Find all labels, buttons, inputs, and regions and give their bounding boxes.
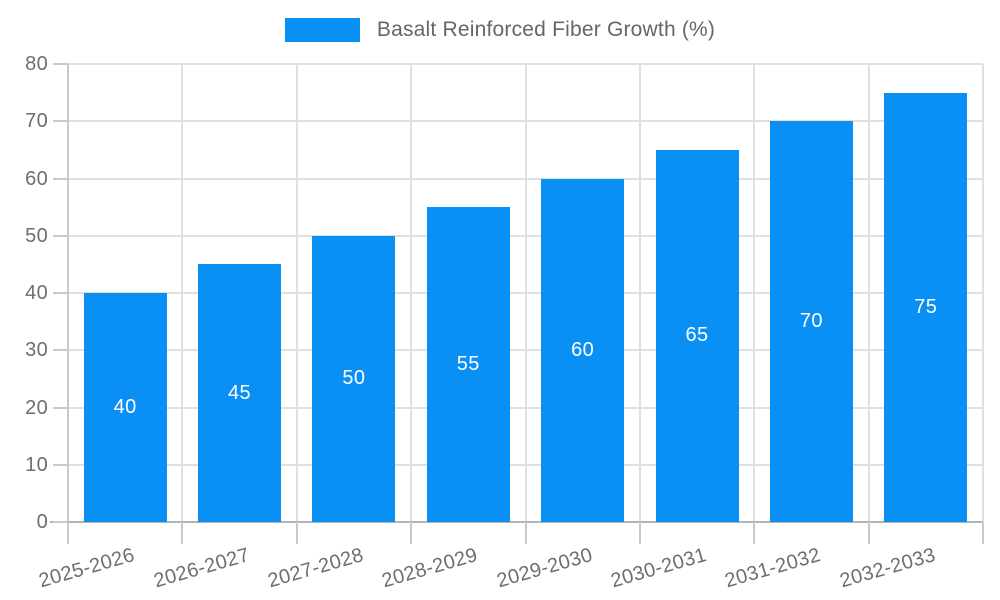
x-axis-line bbox=[50, 521, 983, 523]
y-axis-tick-label: 80 bbox=[25, 53, 48, 75]
y-axis-tick-label: 50 bbox=[25, 224, 48, 247]
gridline-vertical bbox=[181, 64, 184, 522]
x-axis-tick bbox=[753, 522, 756, 544]
y-axis-tick bbox=[53, 234, 68, 237]
bar[interactable]: 65 bbox=[655, 149, 739, 522]
y-axis-tick bbox=[53, 292, 68, 294]
bar[interactable]: 75 bbox=[884, 92, 968, 522]
x-axis-tick bbox=[67, 522, 69, 544]
y-axis-tick-label: 20 bbox=[25, 396, 48, 419]
y-axis-tick bbox=[53, 120, 68, 123]
y-axis-tick-label: 30 bbox=[25, 339, 48, 362]
y-axis-tick bbox=[53, 406, 68, 409]
y-axis-tick-label: 0 bbox=[36, 511, 48, 533]
x-axis-tick bbox=[867, 522, 870, 544]
y-axis-tick bbox=[53, 349, 68, 352]
bar-value-label: 50 bbox=[342, 367, 366, 390]
gridline-vertical bbox=[295, 64, 298, 522]
x-axis-tick bbox=[982, 522, 984, 544]
x-axis-tick bbox=[181, 522, 184, 544]
bar-value-label: 45 bbox=[227, 381, 252, 404]
gridline-vertical bbox=[753, 64, 756, 522]
bar-value-label: 55 bbox=[456, 353, 480, 376]
x-axis-tick bbox=[524, 522, 527, 544]
gridline-vertical bbox=[524, 64, 527, 522]
legend-label: Basalt Reinforced Fiber Growth (%) bbox=[376, 18, 716, 41]
bar-value-label: 60 bbox=[571, 338, 595, 361]
bar-value-label: 40 bbox=[113, 396, 137, 418]
y-axis-tick bbox=[53, 63, 68, 65]
y-axis-tick bbox=[53, 177, 68, 180]
bar[interactable]: 60 bbox=[541, 178, 625, 522]
y-axis-tick-label: 10 bbox=[25, 453, 48, 476]
y-axis-line bbox=[67, 64, 69, 522]
bar[interactable]: 55 bbox=[426, 207, 510, 522]
x-axis-tick bbox=[638, 522, 641, 544]
x-axis-tick bbox=[295, 522, 298, 544]
gridline-vertical bbox=[638, 64, 641, 522]
bar[interactable]: 40 bbox=[83, 293, 167, 522]
bar-value-label: 75 bbox=[914, 295, 938, 318]
gridline-vertical bbox=[410, 64, 413, 522]
bar[interactable]: 45 bbox=[198, 264, 282, 522]
x-axis-tick bbox=[410, 522, 413, 544]
bar[interactable]: 50 bbox=[312, 235, 396, 522]
bar-value-label: 65 bbox=[685, 324, 709, 347]
gridline-vertical bbox=[982, 64, 984, 522]
y-axis-tick-label: 70 bbox=[25, 110, 48, 133]
y-axis-tick bbox=[53, 521, 68, 523]
gridline-vertical bbox=[867, 64, 870, 522]
y-axis-tick-label: 60 bbox=[25, 167, 48, 190]
bar-value-label: 70 bbox=[799, 310, 824, 333]
legend-marker-swatch bbox=[284, 18, 360, 42]
y-axis-tick-label: 40 bbox=[25, 282, 48, 304]
bar[interactable]: 70 bbox=[769, 121, 853, 522]
y-axis-tick bbox=[53, 463, 68, 466]
legend[interactable]: Basalt Reinforced Fiber Growth (%) bbox=[0, 18, 1000, 42]
